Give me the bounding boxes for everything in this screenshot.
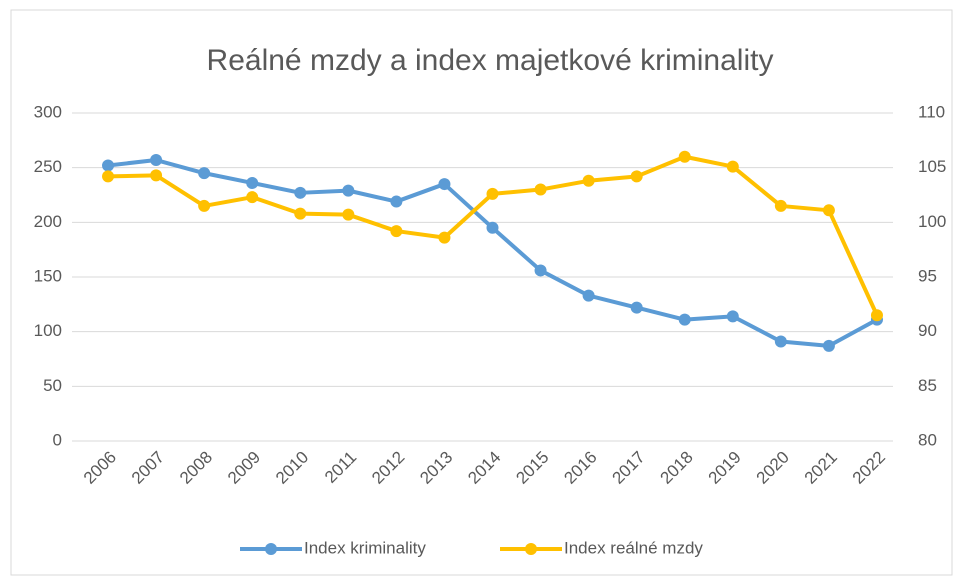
marker	[438, 178, 451, 191]
y2-tick-label: 110	[918, 102, 945, 121]
marker	[342, 208, 355, 221]
y-tick-label: 200	[34, 212, 62, 231]
marker	[486, 221, 499, 234]
marker	[150, 154, 163, 167]
marker	[582, 289, 595, 302]
y-tick-label: 0	[53, 430, 62, 449]
chart-title: Reálné mzdy a index majetkové kriminalit…	[207, 44, 774, 77]
marker	[630, 301, 643, 314]
marker	[102, 170, 115, 183]
marker	[822, 339, 835, 352]
y2-tick-label: 95	[918, 266, 937, 285]
y2-tick-label: 100	[918, 212, 946, 231]
marker	[534, 264, 547, 277]
marker	[822, 204, 835, 217]
marker	[246, 191, 259, 204]
y2-tick-label: 90	[918, 321, 937, 340]
chart-border	[10, 9, 953, 576]
marker	[582, 174, 595, 187]
marker	[342, 184, 355, 197]
marker	[198, 199, 211, 212]
marker	[246, 176, 259, 189]
y-tick-label: 250	[34, 157, 62, 176]
marker	[486, 187, 499, 200]
marker	[726, 310, 739, 323]
marker	[726, 160, 739, 173]
legend-label: Index kriminality	[304, 538, 426, 557]
marker	[774, 199, 787, 212]
y2-tick-label: 80	[918, 430, 937, 449]
legend-marker	[265, 543, 277, 555]
marker	[630, 170, 643, 183]
y2-tick-label: 105	[918, 157, 946, 176]
legend-marker	[525, 543, 537, 555]
marker	[294, 186, 307, 199]
marker	[294, 207, 307, 220]
marker	[870, 309, 883, 322]
marker	[150, 169, 163, 182]
marker	[102, 159, 115, 172]
marker	[774, 335, 787, 348]
y-tick-label: 50	[43, 376, 62, 395]
marker	[678, 313, 691, 326]
marker	[390, 225, 403, 238]
y-tick-label: 300	[34, 102, 62, 121]
marker	[438, 231, 451, 244]
y2-tick-label: 85	[918, 376, 937, 395]
marker	[390, 195, 403, 208]
y-tick-label: 100	[34, 321, 62, 340]
y-tick-label: 150	[34, 266, 62, 285]
marker	[678, 150, 691, 163]
marker	[198, 167, 211, 180]
marker	[534, 183, 547, 196]
legend-label: Index reálné mzdy	[564, 538, 703, 557]
